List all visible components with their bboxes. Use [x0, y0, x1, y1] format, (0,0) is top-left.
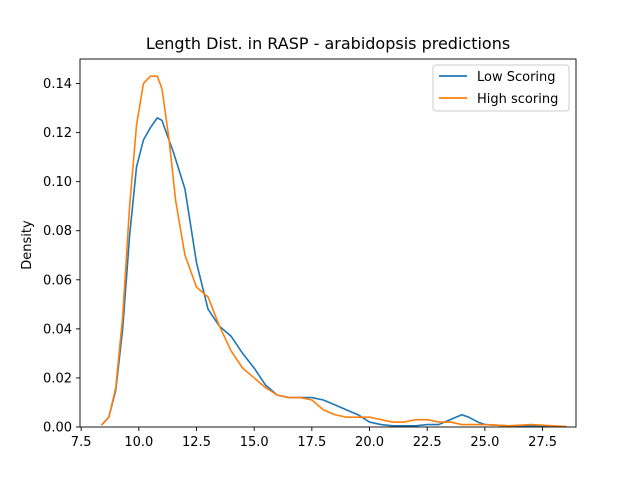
y-axis: 0.00 0.02 0.04 0.06 0.08 0.10 0.12 0.14: [43, 77, 80, 436]
y-tick-label: 0.00: [43, 421, 72, 436]
chart-title: Length Dist. in RASP - arabidopsis predi…: [146, 34, 510, 53]
y-tick-label: 0.14: [43, 77, 72, 92]
y-tick-label: 0.08: [43, 224, 72, 239]
x-tick-label: 12.5: [182, 435, 211, 450]
x-axis: 7.5 10.0 12.5 15.0 17.5 20.0 22.5 25.0 27.5: [71, 427, 557, 450]
legend: Low Scoring High scoring: [432, 64, 570, 112]
x-tick-label: 7.5: [71, 435, 92, 450]
x-tick-label: 25.0: [470, 435, 499, 450]
plot-frame: [79, 58, 577, 428]
plot-area: [79, 58, 577, 428]
y-tick-label: 0.02: [43, 371, 72, 386]
y-tick-label: 0.04: [43, 322, 72, 337]
y-tick-label: 0.10: [43, 175, 72, 190]
x-tick-label: 22.5: [413, 435, 442, 450]
x-tick-label: 15.0: [240, 435, 269, 450]
x-tick-label: 27.5: [528, 435, 557, 450]
legend-label: Low Scoring: [477, 70, 556, 85]
y-tick-label: 0.12: [43, 126, 72, 141]
y-tick-label: 0.06: [43, 273, 72, 288]
series-line-high-scoring: [101, 75, 567, 428]
y-axis-label: Density: [20, 220, 35, 270]
x-tick-label: 17.5: [297, 435, 326, 450]
x-tick-label: 20.0: [355, 435, 384, 450]
legend-label: High scoring: [477, 92, 558, 107]
x-tick-label: 10.0: [124, 435, 153, 450]
